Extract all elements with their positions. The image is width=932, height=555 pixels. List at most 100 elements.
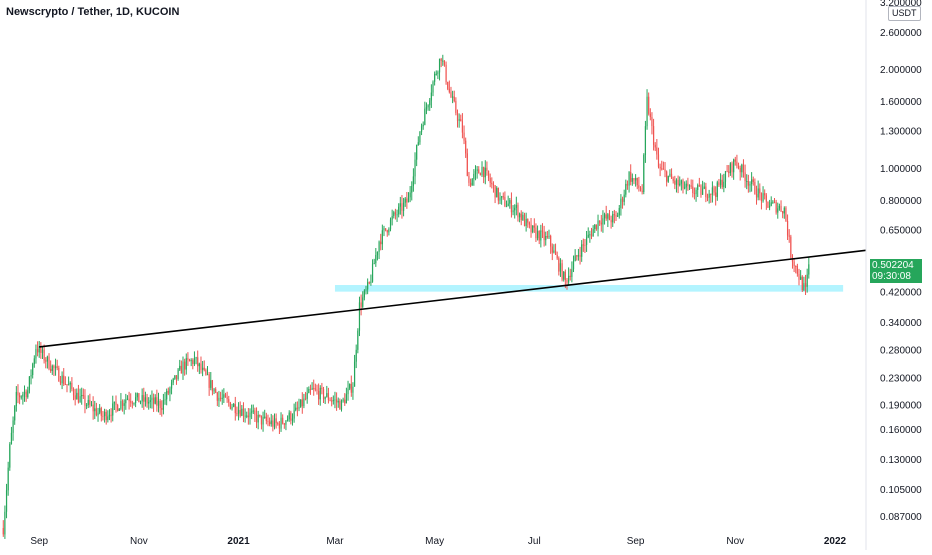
candle-body: [590, 234, 593, 237]
candle-body: [272, 420, 274, 427]
candle-body: [9, 444, 11, 468]
candle-body: [308, 389, 310, 394]
candle-body: [146, 397, 148, 404]
candle-body: [533, 225, 535, 228]
candle-body: [489, 178, 491, 183]
candle-body: [693, 193, 696, 195]
countdown: 09:30:08: [872, 271, 911, 283]
candle-body: [633, 178, 635, 181]
candle-body: [128, 398, 130, 402]
candle-body: [443, 60, 446, 65]
candle-body: [728, 171, 730, 174]
candle-body: [342, 399, 344, 401]
candle-body: [473, 173, 475, 179]
candle-body: [213, 389, 215, 392]
candle-body: [313, 387, 315, 389]
candle-body: [362, 297, 364, 307]
candle-body: [509, 200, 511, 204]
candle-body: [644, 126, 647, 155]
candle-body: [796, 266, 798, 274]
x-tick-label: Nov: [130, 536, 148, 547]
candle-body: [234, 404, 236, 414]
candle-body: [43, 349, 45, 361]
candle-body: [265, 416, 267, 422]
candle-body: [195, 357, 197, 359]
currency-badge[interactable]: USDT: [888, 6, 921, 21]
candle-body: [782, 211, 784, 214]
candle-body: [448, 88, 450, 93]
candle-body: [554, 250, 557, 256]
candle-body: [120, 401, 122, 409]
candle-body: [474, 170, 477, 174]
candle-body: [528, 222, 531, 225]
candle-body: [684, 187, 686, 189]
candle-body: [497, 187, 499, 201]
candle-body: [548, 235, 550, 238]
candle-body: [765, 195, 767, 202]
candle-body: [775, 201, 777, 213]
candle-body: [654, 144, 656, 148]
candle-body: [239, 409, 241, 416]
candle-body: [563, 271, 565, 280]
candle-body: [233, 404, 235, 407]
candle-body: [582, 244, 584, 246]
candle-body: [50, 368, 52, 372]
candle-body: [440, 58, 442, 61]
x-tick-label: Mar: [326, 536, 344, 547]
candle-body: [278, 423, 281, 429]
candle-body: [357, 330, 359, 350]
candle-body: [280, 417, 282, 429]
candle-body: [99, 408, 101, 413]
candle-body: [532, 225, 534, 233]
candle-body: [53, 365, 55, 369]
candle-body: [808, 264, 810, 275]
candle-body: [257, 414, 259, 423]
candle-body: [652, 126, 655, 145]
candle-body: [438, 58, 441, 73]
candle-body: [383, 228, 385, 231]
candle-body: [648, 96, 650, 114]
candle-body: [164, 399, 166, 401]
candle-body: [783, 207, 785, 214]
candle-body: [501, 196, 503, 198]
y-tick-label: 0.230000: [880, 373, 922, 384]
candle-body: [749, 184, 751, 186]
candle-body: [138, 393, 140, 403]
candle-body: [326, 393, 328, 397]
candle-body: [314, 388, 316, 390]
price-axis[interactable]: 3.200000 2.600000 2.000000 1.600000 1.300000…: [880, 0, 922, 523]
candle-body: [425, 107, 428, 109]
candle-body: [718, 182, 720, 186]
candle-body: [402, 202, 405, 211]
candle-body: [705, 186, 707, 198]
candle-body: [264, 416, 266, 418]
candle-body: [460, 119, 462, 122]
candle-body: [375, 255, 377, 264]
candle-body: [108, 414, 111, 417]
time-axis[interactable]: Sep Nov 2021 Mar May Jul Sep Nov 2022: [30, 536, 846, 547]
candle-body: [716, 182, 718, 197]
candle-body: [494, 185, 496, 198]
candle-body: [481, 167, 483, 176]
candle-body: [89, 400, 91, 405]
candle-body: [286, 419, 289, 421]
candle-body: [38, 346, 40, 353]
candle-body: [605, 214, 607, 219]
candle-body: [5, 490, 8, 512]
candle-body: [773, 201, 776, 203]
candle-body: [703, 186, 705, 189]
candle-body: [28, 376, 31, 391]
candle-body: [757, 188, 759, 198]
candle-body: [329, 399, 331, 401]
candle-body: [483, 167, 485, 178]
candle-body: [381, 230, 383, 245]
candle-body: [742, 164, 745, 173]
candle-body: [296, 407, 298, 409]
candle-body: [780, 205, 782, 212]
candle-body: [803, 283, 805, 291]
candle-body: [360, 302, 362, 307]
candle-body: [746, 180, 748, 182]
candle-body: [471, 178, 473, 186]
